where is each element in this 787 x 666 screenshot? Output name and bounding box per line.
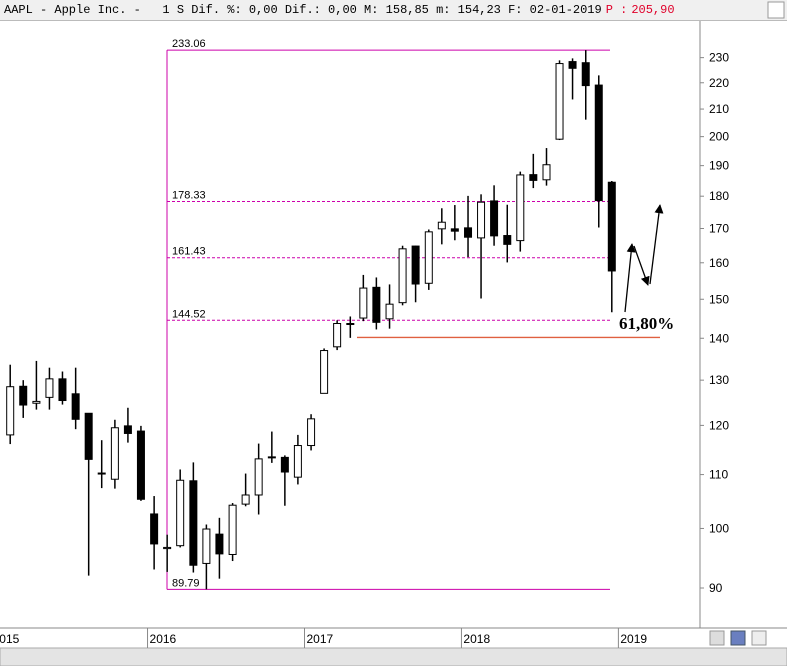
y-tick-label: 100	[709, 521, 729, 535]
y-tick-label: 170	[709, 222, 729, 236]
candle-body	[411, 245, 420, 285]
candle-body	[189, 480, 198, 566]
y-tick-label: 130	[709, 373, 729, 387]
x-tick-label: 2016	[150, 632, 177, 646]
candle-body	[123, 425, 132, 434]
candle-body	[568, 61, 577, 69]
candle-body	[359, 287, 368, 319]
candle-body	[150, 513, 159, 545]
fib-label: 89.79	[172, 577, 200, 589]
candle-body	[503, 235, 512, 245]
y-tick-label: 90	[709, 581, 723, 595]
candle-body	[542, 164, 551, 181]
y-tick-label: 140	[709, 331, 729, 345]
y-tick-label: 210	[709, 102, 729, 116]
candle-body	[516, 174, 525, 242]
candle-body	[267, 456, 276, 459]
y-tick-label: 120	[709, 418, 729, 432]
annotation: 61,80%	[619, 314, 674, 333]
candle-body	[398, 248, 407, 304]
candle-body	[529, 174, 538, 181]
background	[0, 21, 787, 666]
candle-body	[372, 286, 381, 323]
candle-body	[32, 400, 41, 404]
candle-body	[424, 231, 433, 284]
candle-body	[477, 201, 486, 239]
fib-label: 178.33	[172, 189, 206, 201]
y-tick-label: 180	[709, 189, 729, 203]
fib-label: 144.52	[172, 308, 206, 320]
price-value: 205,90	[631, 3, 675, 17]
candle-body	[581, 62, 590, 87]
candle-body	[241, 494, 250, 505]
arrow	[633, 245, 650, 286]
candle-body	[450, 228, 459, 232]
candle-body	[607, 181, 616, 272]
save-icon[interactable]	[730, 630, 746, 646]
price-label: P :	[605, 3, 628, 17]
candle-body	[163, 546, 172, 550]
candle-body	[58, 378, 67, 402]
candle-body	[136, 430, 145, 500]
candle-body	[202, 528, 211, 564]
y-tick-label: 110	[709, 468, 728, 482]
candle-body	[320, 350, 329, 394]
candle-body	[6, 386, 15, 436]
candle-body	[464, 227, 473, 238]
y-tick-label: 190	[709, 159, 729, 173]
candle-body	[254, 458, 263, 496]
x-tick-label: 2019	[620, 632, 647, 646]
candle-body	[228, 504, 237, 555]
candle-body	[385, 303, 394, 320]
pin-icon[interactable]	[751, 630, 767, 646]
candle-body	[84, 412, 93, 460]
y-tick-label: 200	[709, 130, 729, 144]
header-bar: AAPL - Apple Inc. - 1 S Dif. %: 0,00 Dif…	[0, 0, 787, 21]
close-button[interactable]	[767, 1, 785, 19]
fib-label: 233.06	[172, 38, 206, 50]
header-text: AAPL - Apple Inc. - 1 S Dif. %: 0,00 Dif…	[4, 3, 602, 17]
candle-body	[97, 472, 106, 475]
candle-body	[490, 200, 499, 237]
arrow	[649, 204, 664, 285]
candle-body	[215, 533, 224, 555]
candle-body	[555, 63, 564, 140]
y-tick-label: 150	[709, 292, 729, 306]
candle-body	[71, 393, 80, 420]
x-tick-label: 2017	[306, 632, 333, 646]
candle-body	[437, 221, 446, 230]
scrollbar[interactable]	[0, 647, 787, 666]
arrow	[624, 243, 636, 313]
candle-body	[19, 385, 28, 406]
y-tick-label: 220	[709, 76, 729, 90]
x-tick-label: 2018	[463, 632, 490, 646]
candle-body	[333, 323, 342, 348]
candle-body	[293, 445, 302, 478]
candle-body	[280, 456, 289, 473]
y-tick-label: 160	[709, 256, 729, 270]
candle-body	[307, 418, 316, 447]
y-tick-label: 230	[709, 51, 729, 65]
candle-body	[110, 427, 119, 480]
candle-body	[176, 479, 185, 547]
x-tick-label: 2015	[0, 632, 20, 646]
tool-icon[interactable]	[709, 630, 725, 646]
candle-body	[594, 84, 603, 202]
candle-body	[45, 378, 54, 398]
fib-label: 161.43	[172, 246, 206, 258]
candle-body	[346, 323, 355, 326]
